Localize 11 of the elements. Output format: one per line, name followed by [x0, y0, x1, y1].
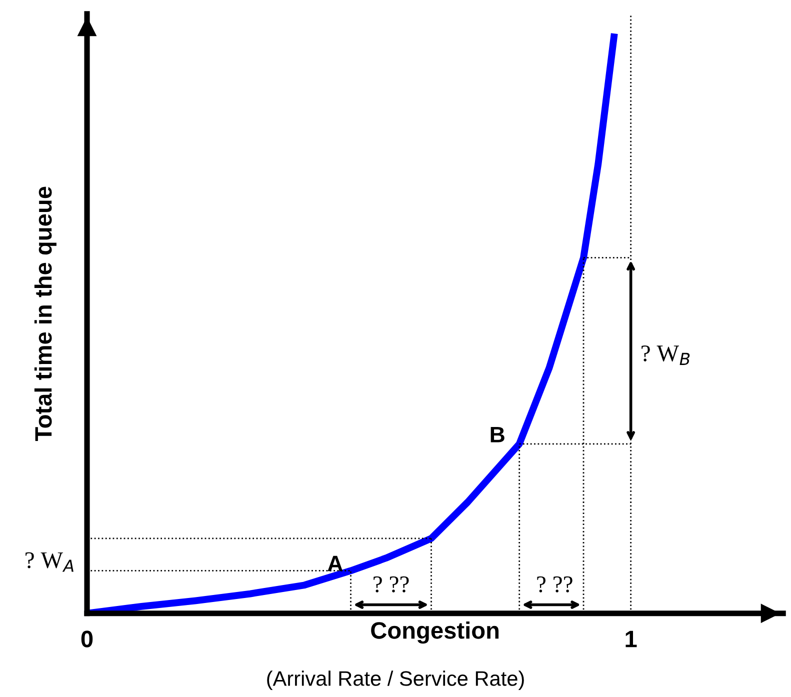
annotation: A	[328, 556, 343, 572]
x-tick-label: 1	[626, 630, 637, 648]
x-tick-label: 0	[81, 630, 93, 648]
annotation: ? W$_{B}$	[642, 345, 690, 365]
text: ? W$_{A}$	[26, 552, 74, 572]
y-axis-title: Total time in the queue	[34, 186, 56, 442]
annotation: ? ??	[537, 576, 572, 592]
x-axis-title: Congestion	[371, 621, 499, 644]
text: (Arrival Rate / Service Rate)	[267, 670, 524, 690]
annotation: B	[490, 426, 504, 442]
annotation: ? ??	[374, 576, 409, 592]
